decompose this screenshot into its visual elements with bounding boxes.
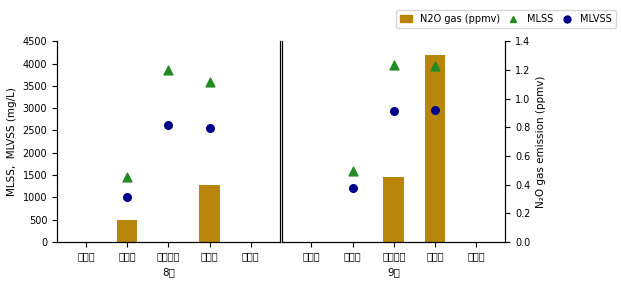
X-axis label: 8月: 8月	[162, 267, 175, 277]
Point	[122, 195, 132, 200]
Point	[348, 186, 358, 191]
Point	[204, 80, 214, 85]
Point	[430, 64, 440, 69]
Point	[204, 126, 214, 130]
Y-axis label: N₂O gas emission (ppmv): N₂O gas emission (ppmv)	[536, 76, 546, 208]
Y-axis label: MLSS,  MLVSS (mg/L): MLSS, MLVSS (mg/L)	[7, 87, 17, 196]
Point	[122, 175, 132, 179]
Point	[163, 68, 173, 73]
Point	[348, 168, 358, 173]
X-axis label: 9月: 9月	[388, 267, 401, 277]
Point	[389, 62, 399, 67]
Point	[389, 109, 399, 114]
Bar	[117, 220, 137, 242]
Point	[430, 108, 440, 112]
Point	[163, 123, 173, 128]
Bar	[199, 185, 220, 242]
Bar	[425, 55, 445, 242]
Bar	[384, 177, 404, 242]
Legend: N2O gas (ppmv), MLSS, MLVSS: N2O gas (ppmv), MLSS, MLVSS	[396, 10, 616, 28]
